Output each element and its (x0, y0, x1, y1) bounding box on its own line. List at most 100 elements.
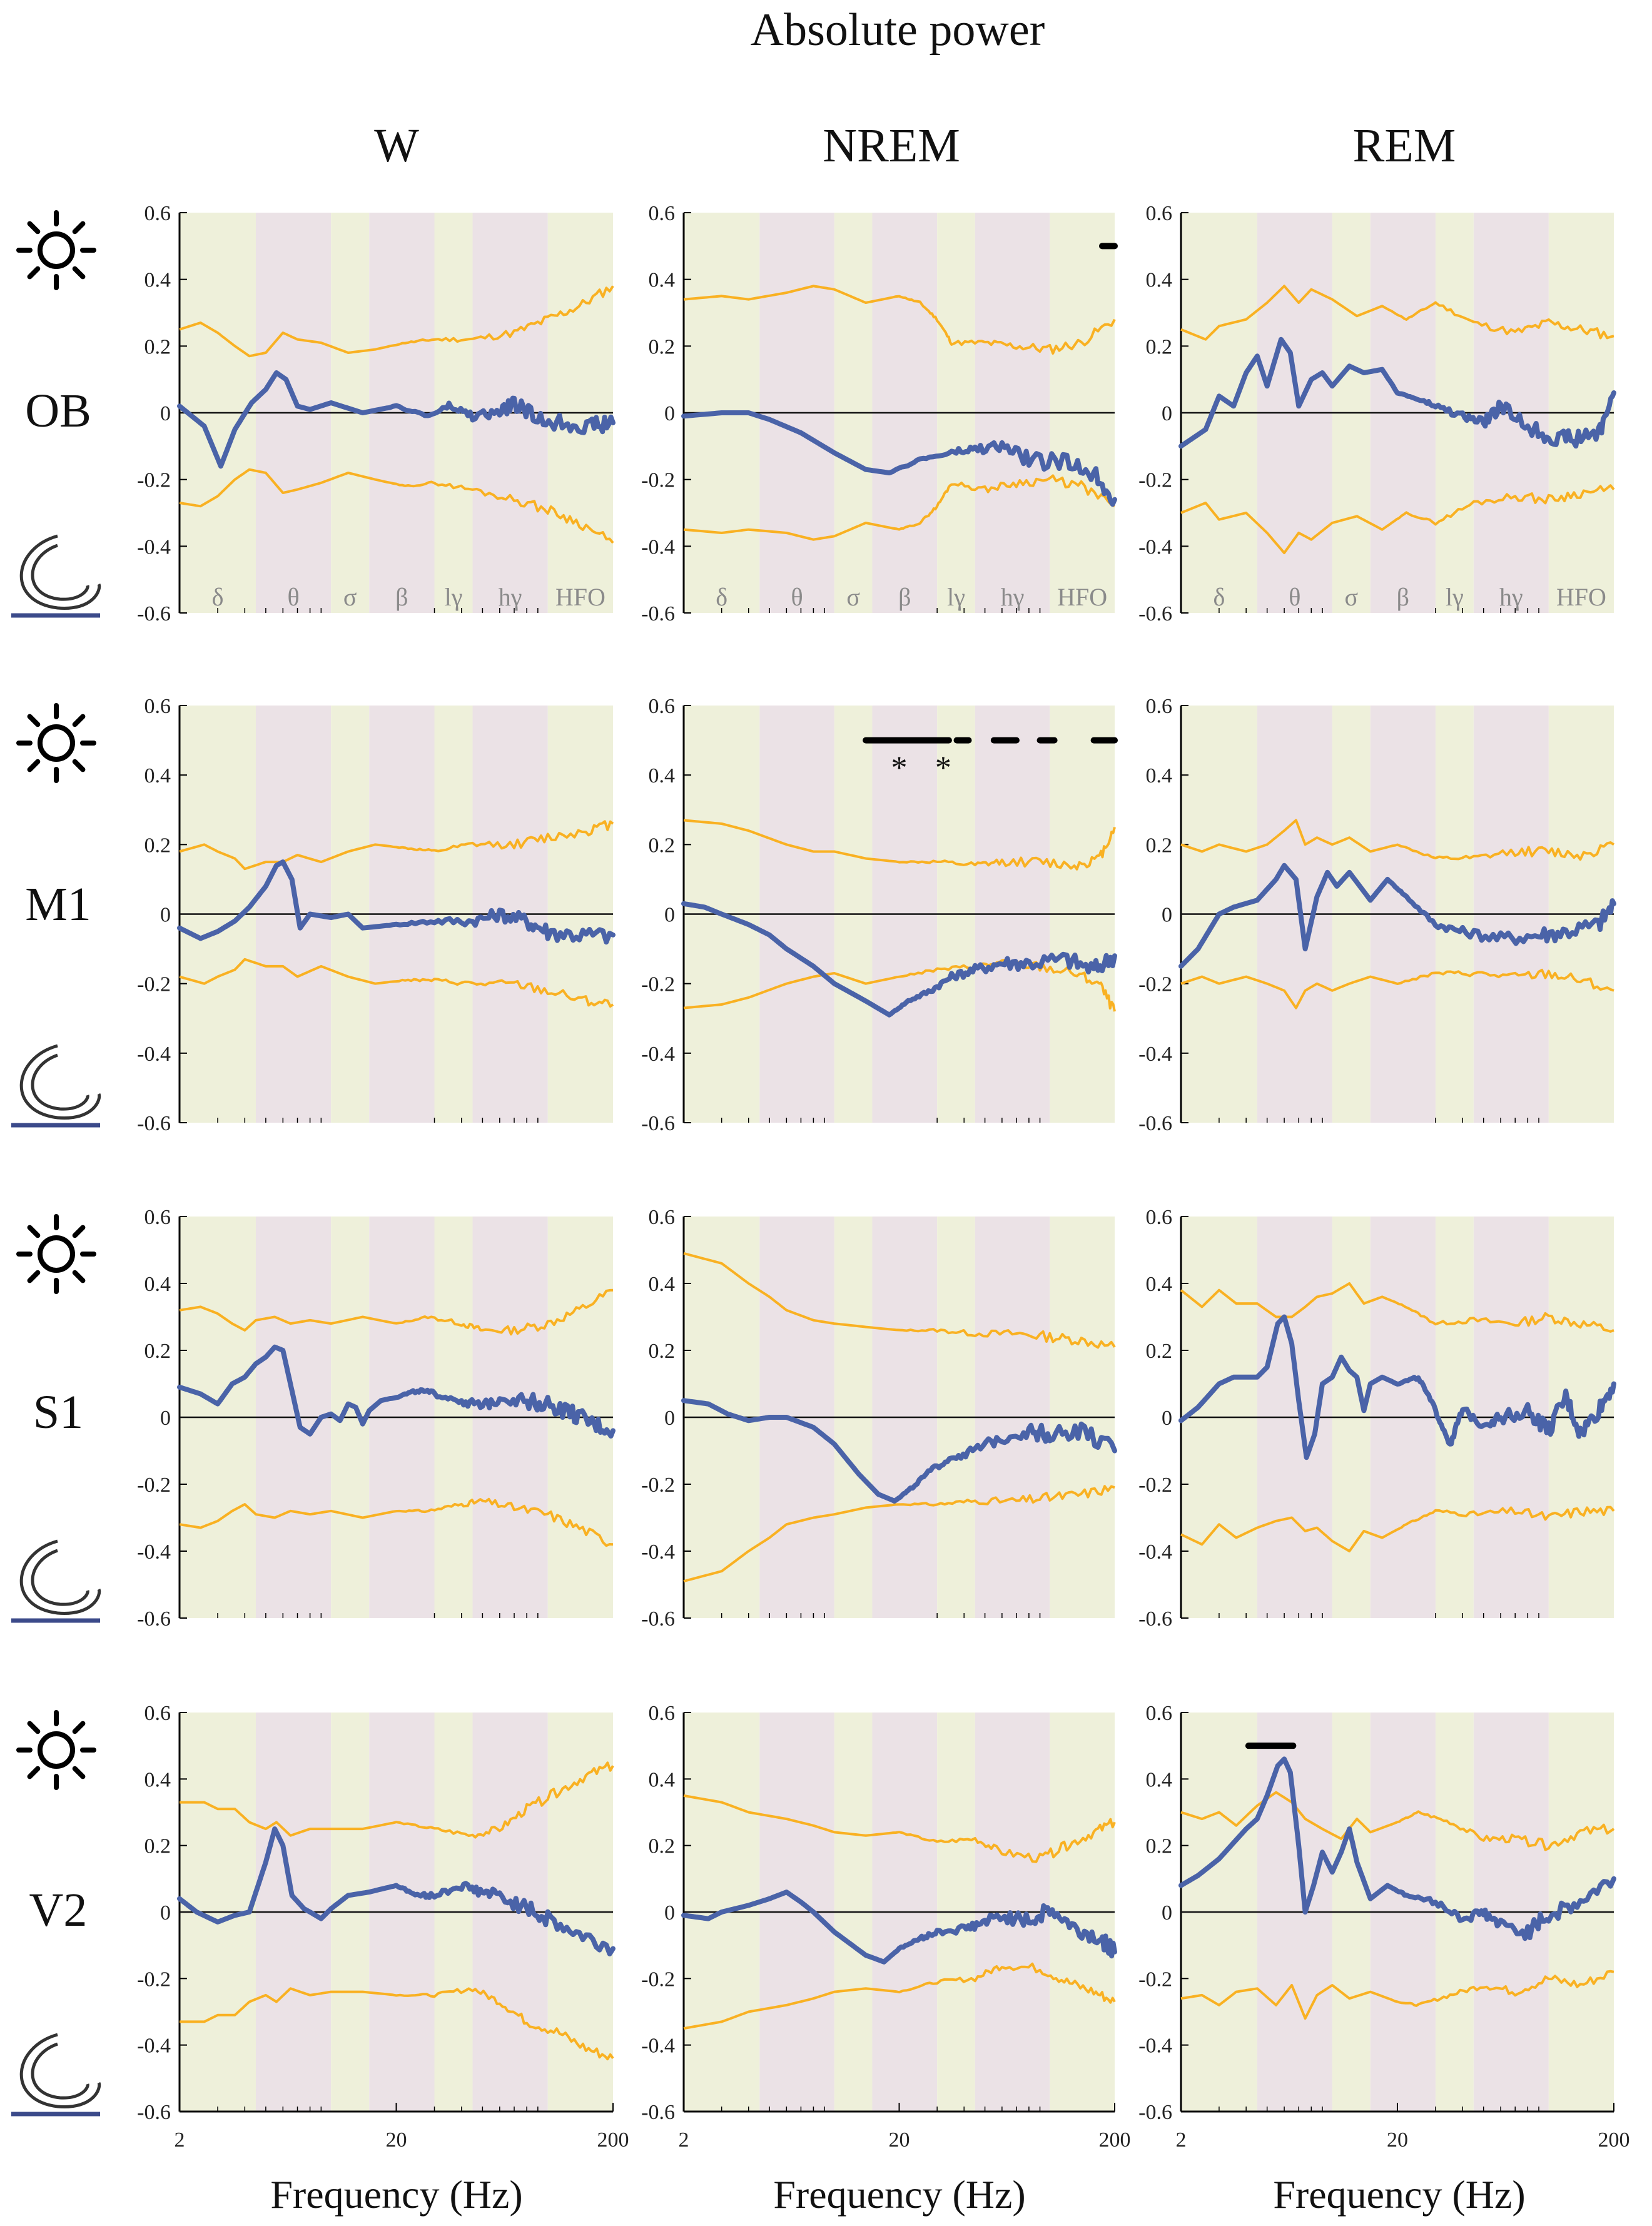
y-tick-label-m1-w: 0 (160, 904, 171, 927)
lower-ci-line-v2-rem (1180, 1970, 1614, 2020)
x-tick-label-v2-w: 2 (175, 2128, 185, 2152)
lower-ci-line-ob-w (179, 468, 614, 544)
sun-icon-ray (72, 1721, 86, 1734)
y-tick-label-ob-w: 0.4 (144, 269, 171, 292)
y-tick-label-m1-rem: 0.4 (1146, 764, 1173, 787)
y-tick-label-ob-w: 0 (160, 402, 171, 425)
sun-icon-ray (27, 759, 41, 772)
y-tick-label-s1-w: 0.4 (144, 1273, 171, 1296)
sun-icon-disc (38, 231, 75, 269)
sun-icon-ray (72, 266, 86, 280)
y-tick-label-m1-w: 0.2 (144, 834, 171, 857)
x-tick-label-v2-rem: 200 (1598, 2128, 1630, 2152)
y-tick-label-v2-w: 0.2 (144, 1835, 171, 1858)
y-tick-label-m1-w: 0.6 (144, 695, 171, 718)
moon-icon-inner-arc (31, 2042, 89, 2100)
band-label---ob-rem: σ (1345, 583, 1359, 611)
y-tick-label-ob-w: -0.4 (137, 535, 171, 559)
moon-icon (11, 1044, 101, 1128)
y-tick-label-m1-rem: 0 (1162, 904, 1172, 927)
band-label---ob-nrem: σ (846, 583, 860, 611)
moon-icon-arc (19, 1044, 101, 1120)
y-tick-label-m1-nrem: -0.4 (641, 1043, 675, 1066)
y-tick-label-v2-rem: 0.4 (1146, 1768, 1173, 1791)
y-tick-label-s1-w: 0.6 (144, 1206, 171, 1229)
lower-ci-line-s1-nrem (683, 1485, 1115, 1583)
sun-icon-ray (72, 759, 86, 772)
y-tick-label-m1-rem: -0.6 (1138, 1112, 1172, 1135)
band-label---ob-rem: β (1397, 583, 1409, 611)
y-tick-label-s1-nrem: 0.2 (649, 1340, 676, 1363)
mean-line-s1-w (177, 1344, 616, 1439)
lower-ci-line-v2-w (180, 1987, 614, 2061)
x-tick-label-v2-w: 200 (597, 2128, 629, 2152)
sun-icon-ray (27, 1721, 41, 1734)
moon-icon-inner-arc (31, 1053, 89, 1111)
sun-icon (16, 210, 96, 290)
upper-ci-line-m1-w (179, 820, 614, 871)
y-tick-label-ob-nrem: 0.6 (649, 202, 676, 225)
upper-ci-line-ob-nrem (683, 285, 1116, 355)
y-tick-label-s1-rem: -0.4 (1138, 1540, 1172, 1564)
upper-ci-line-v2-nrem (683, 1794, 1116, 1863)
upper-ci-line-v2-w (180, 1761, 614, 1839)
moon-icon-inner-arc (31, 544, 89, 601)
mean-line-ob-w (177, 370, 616, 469)
y-tick-label-s1-w: -0.2 (137, 1474, 171, 1497)
mean-line-v2-nrem (681, 1890, 1117, 1965)
band-label-h--ob-rem: hγ (1499, 583, 1523, 611)
moon-icon-arc (19, 2033, 101, 2108)
band-label---ob-rem: θ (1289, 583, 1300, 611)
band-label-h--ob-nrem: hγ (1001, 583, 1025, 611)
y-tick-label-v2-nrem: 0.6 (649, 1702, 676, 1725)
band-label---ob-w: δ (212, 583, 224, 611)
y-tick-label-m1-w: -0.2 (137, 973, 171, 996)
row-label-v2: V2 (29, 1884, 88, 1936)
y-tick-label-m1-nrem: -0.6 (641, 1112, 675, 1135)
figure-title: Absolute power (751, 4, 1045, 56)
y-tick-label-v2-w: 0.6 (144, 1702, 171, 1725)
y-tick-label-m1-w: -0.6 (137, 1112, 171, 1135)
lower-ci-line-m1-w (179, 958, 614, 1008)
y-tick-label-s1-rem: -0.6 (1138, 1607, 1172, 1631)
upper-ci-line-m1-nrem (683, 819, 1116, 871)
upper-ci-line-s1-rem (1180, 1282, 1614, 1333)
y-tick-label-ob-w: -0.6 (137, 602, 171, 625)
y-tick-label-m1-rem: -0.4 (1138, 1043, 1172, 1066)
band-label---ob-rem: δ (1213, 583, 1225, 611)
y-tick-label-s1-w: 0 (160, 1407, 171, 1430)
x-axis-label-nrem: Frequency (Hz) (773, 2172, 1025, 2217)
sun-icon-ray (72, 221, 86, 235)
y-tick-label-v2-rem: 0.6 (1146, 1702, 1173, 1725)
y-tick-label-m1-nrem: 0 (664, 904, 675, 927)
y-tick-label-m1-nrem: 0.6 (649, 695, 676, 718)
y-tick-label-ob-nrem: 0.4 (649, 269, 676, 292)
sun-icon-ray (27, 714, 41, 727)
moon-icon (11, 534, 101, 618)
y-tick-label-ob-rem: -0.4 (1138, 535, 1172, 559)
x-tick-label-v2-rem: 2 (1176, 2128, 1187, 2152)
mean-line-ob-rem (1178, 336, 1616, 449)
sun-icon-ray (27, 1270, 41, 1283)
band-label-hfo-ob-nrem: HFO (1057, 583, 1107, 611)
text-layer: Absolute power W NREM REM OB M1 S1 V2 Fr… (25, 4, 1629, 2217)
y-tick-label-v2-w: -0.6 (137, 2101, 171, 2124)
y-tick-label-ob-nrem: -0.2 (641, 469, 675, 492)
y-tick-label-v2-rem: -0.2 (1138, 1968, 1172, 1991)
mean-line-ob-nrem (681, 410, 1117, 507)
y-tick-label-s1-w: 0.2 (144, 1340, 171, 1363)
band-label-l--ob-rem: lγ (1446, 583, 1464, 611)
row-label-ob: OB (25, 385, 91, 437)
band-label---ob-nrem: δ (716, 583, 727, 611)
significance-star-m1-nrem: * (935, 751, 951, 786)
band-label---ob-w: β (395, 583, 408, 611)
y-tick-label-ob-rem: -0.6 (1138, 602, 1172, 625)
band-label-l--ob-w: lγ (445, 583, 463, 611)
y-tick-label-ob-rem: -0.2 (1138, 469, 1172, 492)
y-tick-label-v2-nrem: 0.4 (649, 1768, 676, 1791)
series-layer (177, 243, 1616, 2061)
band-label-l--ob-nrem: lγ (947, 583, 965, 611)
sun-icon-disc (38, 1235, 75, 1273)
y-tick-label-s1-rem: 0 (1162, 1407, 1172, 1430)
y-tick-label-m1-nrem: -0.2 (641, 973, 675, 996)
